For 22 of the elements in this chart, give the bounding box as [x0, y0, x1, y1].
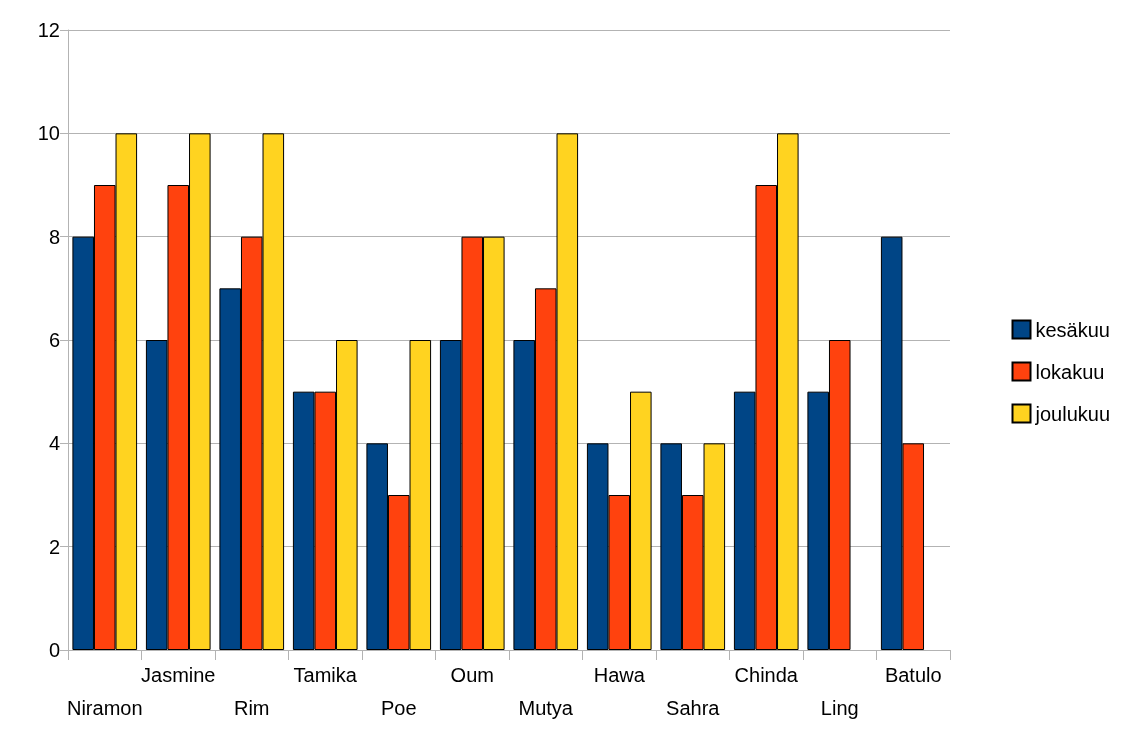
x-tick-label: Batulo	[884, 663, 942, 686]
x-tick-label: Rim	[233, 696, 270, 719]
y-tick-label: 2	[48, 535, 60, 558]
y-tick-label: 6	[48, 329, 60, 351]
y-tick-label: 8	[48, 225, 60, 248]
x-tick-label: Tamika	[293, 663, 358, 686]
x-tick-label: Niramon	[66, 696, 143, 719]
x-tick-label: Mutya	[518, 696, 574, 719]
legend-label: lokakuu	[1035, 360, 1105, 383]
x-tick-label: Oum	[450, 663, 494, 686]
y-tick-label: 12	[37, 19, 60, 41]
x-tick-label: Ling	[820, 696, 859, 719]
y-tick-label: 10	[37, 122, 60, 145]
legend-label: kesäkuu	[1035, 318, 1110, 341]
legend-label: joulukuu	[1034, 402, 1111, 425]
y-tick-label: 0	[48, 639, 60, 661]
x-tick-label: Jasmine	[141, 663, 216, 686]
y-tick-label: 4	[48, 432, 60, 455]
x-tick-label: Sahra	[666, 696, 721, 719]
x-tick-label: Chinda	[734, 663, 799, 686]
x-tick-label: Hawa	[593, 663, 646, 686]
x-tick-label: Poe	[380, 696, 417, 719]
